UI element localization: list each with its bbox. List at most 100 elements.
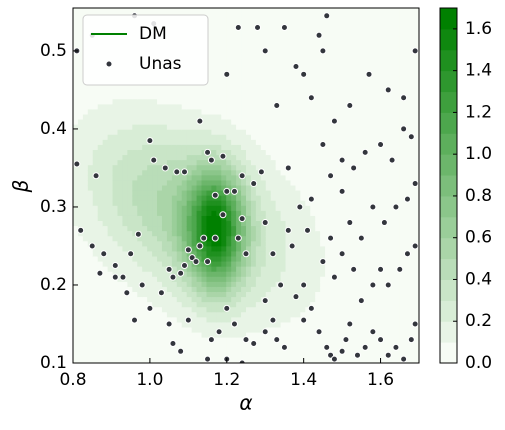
density-cell [112, 226, 119, 232]
density-cell [359, 160, 366, 166]
density-cell [349, 327, 356, 334]
density-cell [102, 246, 109, 253]
density-cell [330, 79, 336, 85]
density-cell [280, 241, 287, 247]
density-cell [112, 302, 119, 308]
density-cell [226, 332, 232, 339]
density-cell [305, 251, 311, 258]
scatter-point [292, 293, 300, 301]
density-cell [310, 124, 316, 131]
density-cell [127, 84, 133, 90]
density-cell [226, 58, 232, 65]
density-cell [414, 337, 419, 344]
density-cell [206, 165, 212, 171]
density-cell [166, 155, 173, 161]
density-cell [216, 73, 222, 80]
density-cell [157, 276, 163, 283]
density-cell [344, 180, 351, 187]
density-cell [216, 48, 222, 55]
density-cell [196, 292, 203, 298]
density-cell [246, 357, 252, 363]
density-cell [255, 347, 262, 354]
density-cell [354, 160, 361, 166]
density-cell [241, 352, 247, 359]
density-cell [260, 246, 267, 253]
density-cell [176, 124, 183, 131]
density-cell [206, 246, 212, 253]
density-cell [399, 205, 405, 212]
density-cell [142, 286, 148, 293]
density-cell [102, 99, 109, 105]
density-cell [117, 84, 124, 90]
density-cell [339, 241, 346, 247]
density-cell [246, 342, 252, 349]
density-cell [122, 236, 128, 242]
density-cell [236, 170, 242, 176]
density-cell [201, 8, 208, 14]
density-cell [171, 347, 178, 354]
density-cell [364, 170, 371, 176]
density-cell [216, 165, 222, 171]
density-cell [260, 38, 267, 45]
density-cell [330, 58, 336, 65]
density-cell [122, 342, 128, 349]
density-cell [305, 28, 311, 34]
density-cell [231, 347, 237, 354]
density-cell [221, 18, 227, 24]
density-cell [399, 342, 405, 349]
density-cell [77, 302, 84, 308]
density-cell [221, 251, 227, 258]
density-cell [364, 317, 371, 324]
density-cell [285, 215, 292, 222]
density-cell [330, 195, 336, 202]
density-cell [246, 205, 252, 212]
density-cell [339, 58, 346, 65]
density-cell [285, 94, 292, 100]
density-cell [142, 266, 148, 273]
density-cell [122, 134, 128, 141]
density-cell [364, 160, 371, 166]
density-cell [122, 104, 128, 111]
density-cell [181, 109, 188, 116]
density-cell [231, 261, 237, 268]
density-cell [107, 286, 114, 293]
density-cell [112, 286, 119, 293]
density-cell [226, 251, 232, 258]
density-cell [300, 129, 306, 136]
density-cell [231, 210, 237, 217]
density-cell [414, 266, 419, 273]
density-cell [389, 43, 395, 50]
density-cell [117, 342, 124, 349]
density-cell [186, 210, 193, 217]
density-cell [216, 109, 222, 116]
density-cell [92, 307, 99, 313]
density-cell [379, 13, 385, 19]
density-cell [280, 266, 287, 273]
density-cell [285, 195, 292, 202]
density-cell [87, 352, 94, 359]
density-cell [374, 332, 381, 339]
density-cell [92, 89, 99, 95]
density-cell [221, 48, 227, 55]
density-cell [389, 286, 395, 293]
density-cell [270, 302, 277, 308]
density-cell [349, 210, 356, 217]
density-cell [132, 195, 138, 202]
density-cell [161, 89, 168, 95]
density-cell [409, 73, 415, 80]
density-cell [295, 43, 301, 50]
density-cell [305, 332, 311, 339]
density-cell [265, 28, 272, 34]
density-cell [181, 84, 188, 90]
density-cell [147, 342, 153, 349]
scatter-point [100, 250, 108, 258]
density-cell [354, 312, 361, 318]
density-cell [127, 99, 133, 105]
density-cell [102, 292, 109, 298]
density-cell [255, 281, 262, 288]
density-cell [354, 23, 361, 29]
density-cell [137, 271, 143, 278]
density-cell [142, 261, 148, 268]
density-cell [384, 33, 390, 40]
density-cell [166, 317, 173, 324]
